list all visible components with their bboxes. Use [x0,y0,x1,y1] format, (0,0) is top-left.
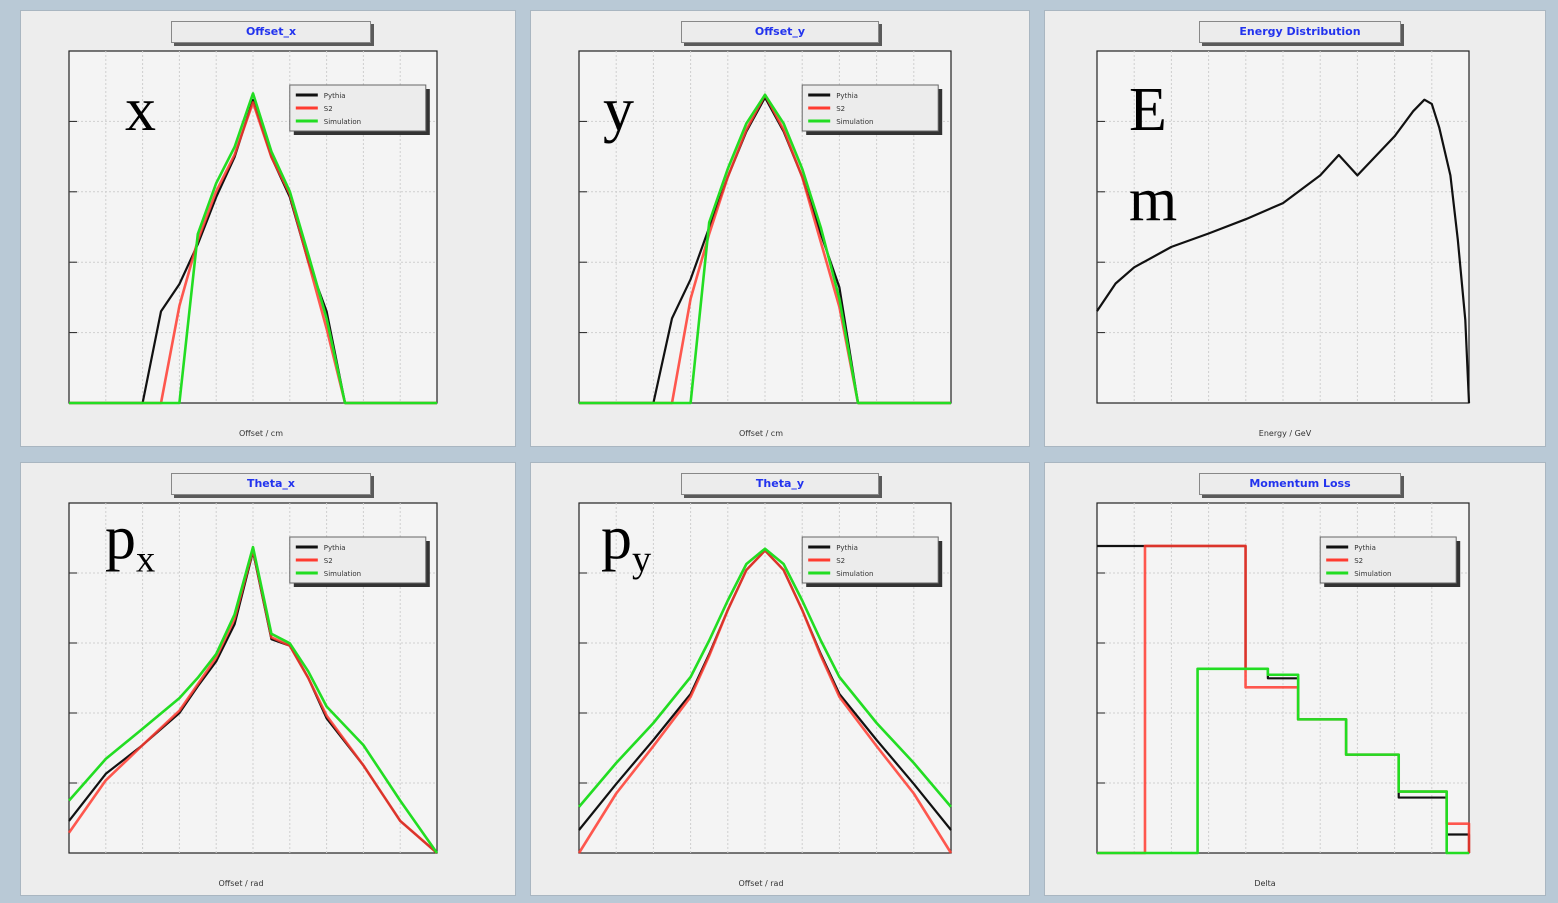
title-momentum-loss: Momentum Loss [1199,473,1401,495]
xlabel-theta-y: Offset / rad [738,879,784,888]
panel-offset-y: Pythia S2 Simulation Offset_y y Offset / c… [530,10,1030,447]
xlabel-momentum-loss: Delta [1254,879,1276,888]
symbol-x: x [125,76,156,144]
symbol-e: E [1129,76,1167,144]
xlabel-offset-x: Offset / cm [238,429,283,438]
legend-label: Simulation [1354,570,1391,578]
legend-label: Simulation [324,570,361,578]
legend-label: S2 [324,557,333,565]
legend: Pythia S2 Simulation [1319,536,1461,587]
legend-label: S2 [836,105,845,113]
plot-offset-y: Pythia S2 Simulation [578,50,952,405]
legend-label: Simulation [836,570,873,578]
legend-label: S2 [836,557,845,565]
series-line-simulation [578,547,952,808]
series-line-pythia [1096,98,1471,404]
title-offset-y: Offset_y [681,21,879,43]
panel-momentum-loss: Pythia S2 Simulation Momentum Loss Delta [1044,462,1546,896]
series-line-s2 [577,549,953,854]
plot-offset-x: Pythia S2 Simulation [68,50,438,405]
series-line-simulation [1097,667,1469,855]
legend-label: Pythia [324,544,346,552]
symbol-px: px [105,504,156,581]
legend-label: S2 [1354,557,1363,565]
legend-label: Pythia [836,544,858,552]
panel-offset-x: Pythia S2 Simulation Offset_x x Offset / c… [20,10,516,447]
legend-label: Pythia [1354,544,1376,552]
series-line-simulation [68,545,439,854]
plot-energy [1096,50,1471,404]
legend: Pythia S2 Simulation [801,84,943,135]
title-theta-y: Theta_y [681,473,879,495]
title-energy: Energy Distribution [1199,21,1401,43]
legend-label: Pythia [324,92,346,100]
legend: Pythia S2 Simulation [289,84,430,135]
series-line-simulation [579,93,951,405]
title-offset-x: Offset_x [171,21,371,43]
title-theta-x: Theta_x [171,473,371,495]
panel-energy: Energy Distribution E m Energy / GeV [1044,10,1546,447]
plot-momentum-loss: Pythia S2 Simulation [1096,502,1471,855]
legend: Pythia S2 Simulation [289,536,430,587]
xlabel-offset-y: Offset / cm [738,429,783,438]
legend-label: Simulation [324,118,361,126]
series-line-simulation [69,92,437,405]
symbol-y: y [603,76,634,144]
legend-label: Pythia [836,92,858,100]
legend-label: S2 [324,105,333,113]
plot-theta-x: Pythia S2 Simulation [67,502,439,854]
panel-theta-x: Pythia S2 Simulation Theta_x px Offset / r… [20,462,516,896]
symbol-py: py [601,504,652,581]
xlabel-energy: Energy / GeV [1258,429,1312,438]
plot-theta-y: Pythia S2 Simulation [577,502,953,854]
xlabel-theta-x: Offset / rad [218,879,264,888]
legend-label: Simulation [836,118,873,126]
symbol-m: m [1129,166,1178,234]
legend: Pythia S2 Simulation [801,536,943,587]
panel-theta-y: Pythia S2 Simulation Theta_y py Offset / r… [530,462,1030,896]
